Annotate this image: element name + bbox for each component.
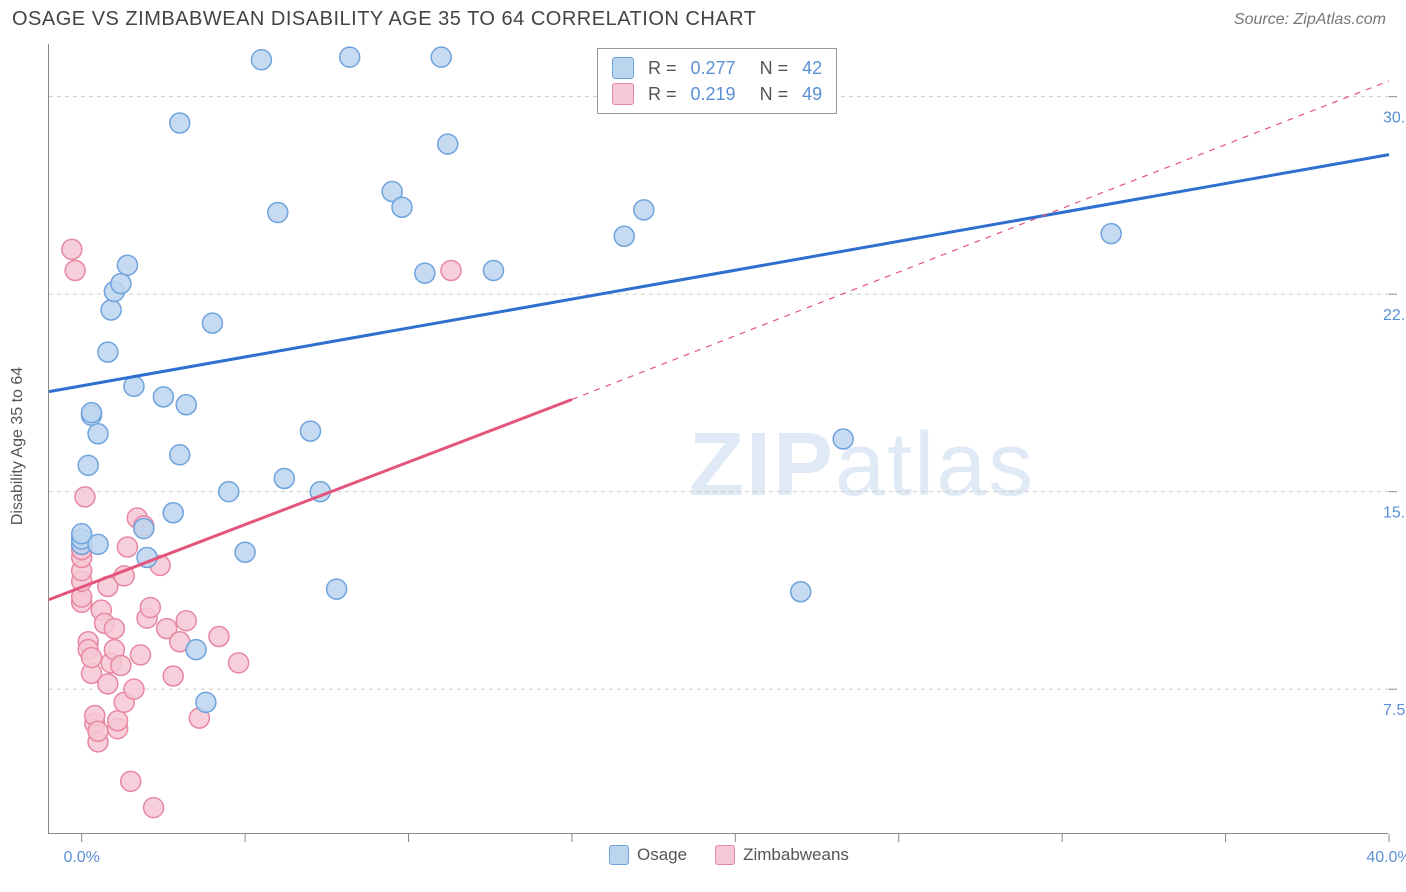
osage-swatch xyxy=(612,57,634,79)
svg-text:40.0%: 40.0% xyxy=(1366,849,1406,866)
osage-swatch-icon xyxy=(609,845,629,865)
svg-text:15.0%: 15.0% xyxy=(1383,505,1406,522)
svg-text:30.0%: 30.0% xyxy=(1383,110,1406,127)
chart-title: OSAGE VS ZIMBABWEAN DISABILITY AGE 35 TO… xyxy=(12,8,756,31)
zimbabweans-swatch-icon xyxy=(715,845,735,865)
zimbabweans-swatch xyxy=(612,83,634,105)
scatter-chart: 7.5%15.0%22.5%30.0%0.0%40.0% xyxy=(49,44,1389,834)
legend-item-osage: Osage xyxy=(609,845,687,865)
series-legend: Osage Zimbabweans xyxy=(609,845,849,865)
plot-area: ZIPatlas 7.5%15.0%22.5%30.0%0.0%40.0% R … xyxy=(48,44,1388,834)
legend-item-zimbabweans: Zimbabweans xyxy=(715,845,849,865)
source-attribution: Source: ZipAtlas.com xyxy=(1234,11,1386,29)
correlation-legend: R =0.277 N =42 R =0.219 N =49 xyxy=(597,48,837,114)
svg-text:7.5%: 7.5% xyxy=(1383,702,1406,719)
y-axis-label: Disability Age 35 to 64 xyxy=(9,367,27,525)
svg-text:22.5%: 22.5% xyxy=(1383,307,1406,324)
legend-row-osage: R =0.277 N =42 xyxy=(612,55,822,81)
svg-text:0.0%: 0.0% xyxy=(63,849,99,866)
legend-row-zimbabweans: R =0.219 N =49 xyxy=(612,81,822,107)
